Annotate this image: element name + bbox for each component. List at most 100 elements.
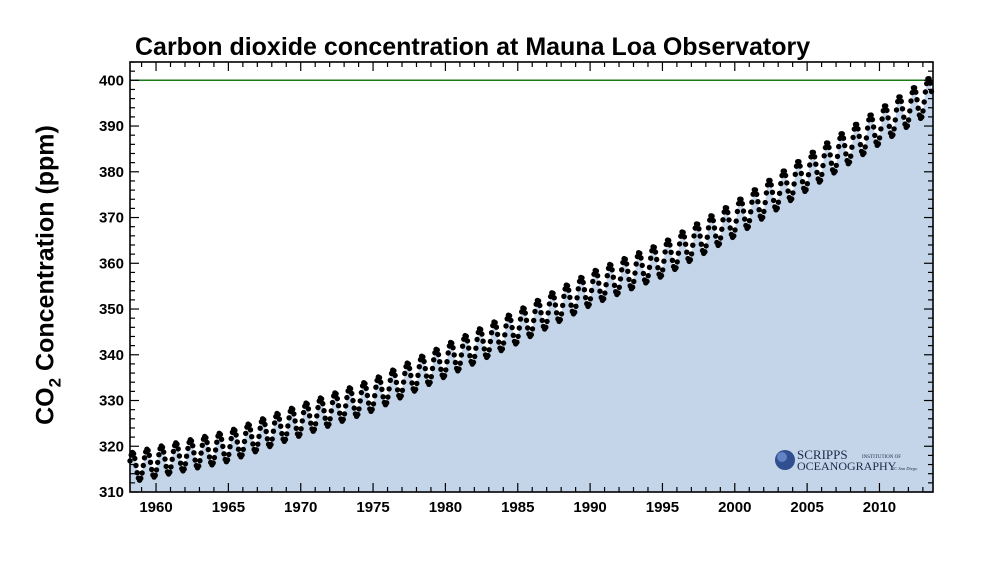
data-point [897, 94, 903, 100]
data-point [168, 464, 174, 470]
data-point [646, 264, 653, 270]
data-point [152, 472, 158, 478]
data-point [581, 287, 588, 293]
data-point [291, 411, 297, 417]
data-point [878, 126, 884, 132]
data-point [145, 447, 151, 454]
data-point [798, 170, 804, 177]
data-point [720, 217, 726, 223]
data-point [904, 123, 911, 129]
data-point [494, 331, 501, 338]
data-point [869, 116, 876, 123]
data-point [509, 324, 515, 331]
data-point [161, 449, 167, 455]
data-point [399, 387, 406, 393]
data-point [503, 323, 509, 329]
data-point [264, 436, 271, 442]
data-point [597, 288, 603, 294]
data-point [487, 338, 494, 345]
data-point [921, 99, 927, 105]
data-point [269, 436, 275, 442]
data-point [804, 181, 810, 187]
data-point [211, 454, 218, 461]
data-point [398, 393, 404, 399]
data-point [506, 313, 513, 319]
data-point [386, 386, 392, 392]
x-tick-label: 1985 [501, 499, 534, 516]
data-point [340, 416, 346, 423]
data-point [199, 442, 205, 448]
scripps-logo: SCRIPPS INSTITUTION OF OCEANOGRAPHY UC S… [775, 447, 918, 473]
data-point [326, 421, 332, 428]
plot-frame [129, 61, 934, 493]
data-point [292, 418, 298, 424]
data-point [732, 227, 738, 233]
data-point [819, 171, 825, 178]
data-point [698, 241, 704, 247]
data-point [253, 447, 260, 453]
data-point [205, 446, 211, 453]
data-point [449, 340, 455, 346]
data-point [557, 317, 563, 323]
data-point [849, 144, 855, 150]
data-point [731, 233, 737, 239]
data-point [667, 242, 673, 248]
data-point [922, 89, 929, 95]
data-point [723, 205, 730, 211]
data-point [913, 89, 919, 95]
data-point [908, 98, 914, 104]
data-point [811, 154, 818, 160]
data-point [749, 199, 755, 205]
data-point [311, 426, 318, 433]
data-point [791, 181, 797, 187]
data-point [609, 267, 615, 273]
data-point [899, 106, 906, 112]
data-point [695, 221, 701, 227]
data-point [356, 406, 362, 412]
data-point [297, 431, 303, 437]
data-point [134, 470, 140, 476]
data-point [400, 379, 407, 385]
data-point [523, 317, 530, 323]
data-point [531, 317, 537, 324]
data-point [596, 280, 602, 286]
data-point [626, 276, 632, 283]
data-point [826, 144, 832, 151]
data-point [545, 310, 551, 316]
data-point [408, 372, 414, 379]
data-point [893, 107, 900, 113]
data-point [682, 241, 689, 247]
data-point [546, 301, 553, 307]
x-tick-label: 1970 [284, 499, 317, 516]
data-point [687, 257, 694, 263]
data-point [163, 463, 169, 470]
data-point [284, 431, 290, 437]
data-point [539, 317, 545, 324]
data-point [155, 459, 161, 466]
logo-line2-small: UC San Diego [891, 466, 918, 471]
data-point [615, 290, 621, 296]
data-point [733, 218, 739, 224]
data-point [334, 395, 340, 402]
data-point [535, 298, 542, 304]
data-point [586, 301, 592, 308]
data-point [474, 336, 480, 343]
data-point [803, 187, 809, 193]
data-point [467, 353, 473, 359]
data-point [328, 408, 334, 414]
x-tick-label: 1995 [646, 499, 679, 516]
data-point [654, 256, 660, 263]
data-point [431, 357, 437, 363]
data-point [335, 403, 342, 409]
data-point [602, 290, 608, 296]
data-point [807, 162, 813, 168]
data-point [427, 379, 433, 386]
logo-line1-big: SCRIPPS [797, 447, 848, 462]
data-point [304, 401, 310, 407]
data-point [778, 180, 784, 187]
data-point [644, 278, 650, 285]
data-point [827, 152, 833, 158]
data-point [711, 225, 718, 231]
data-point [680, 229, 686, 236]
data-point [357, 398, 363, 404]
